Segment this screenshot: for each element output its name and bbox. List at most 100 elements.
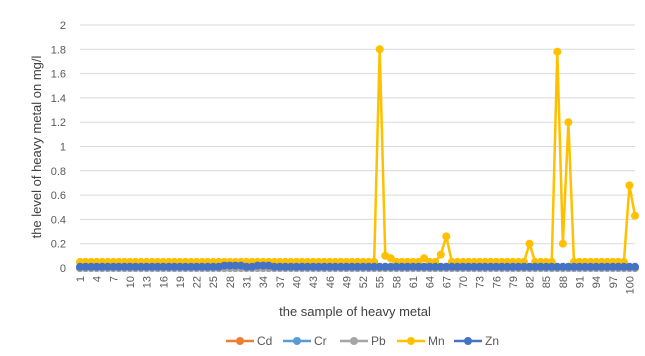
data-point — [436, 262, 445, 271]
data-point — [447, 262, 456, 271]
data-point — [153, 262, 162, 271]
data-point — [76, 262, 84, 271]
y-tick-label: 0.4 — [51, 214, 66, 226]
data-point — [531, 262, 540, 271]
x-tick-label: 70 — [458, 276, 470, 288]
legend-label: Mn — [428, 334, 445, 348]
x-tick-label: 37 — [275, 276, 287, 288]
x-tick-label: 61 — [408, 276, 420, 288]
x-tick-label: 100 — [624, 276, 636, 294]
legend-item-cd: Cd — [226, 334, 272, 348]
y-tick-label: 2 — [60, 20, 66, 32]
legend-item-zn: Zn — [454, 334, 499, 348]
data-point — [253, 261, 262, 270]
legend-label: Cr — [314, 334, 327, 348]
x-tick-label: 73 — [475, 276, 487, 288]
y-tick-label: 1.2 — [51, 117, 66, 129]
data-point — [303, 262, 312, 271]
legend-marker — [236, 337, 244, 345]
legend-marker — [293, 337, 301, 345]
data-point — [286, 262, 295, 271]
data-point — [142, 262, 151, 271]
data-point — [403, 262, 412, 271]
data-point — [220, 261, 229, 270]
data-point — [120, 262, 129, 271]
x-tick-label: 76 — [491, 276, 503, 288]
data-point — [103, 262, 112, 271]
data-point — [475, 262, 484, 271]
data-point — [281, 262, 290, 271]
data-point — [347, 262, 356, 271]
x-tick-label: 19 — [175, 276, 187, 288]
data-point — [114, 262, 123, 271]
data-point — [464, 262, 473, 271]
data-point — [192, 262, 201, 271]
data-point — [603, 262, 612, 271]
data-point — [525, 262, 534, 271]
y-axis-title: the level of heavy metal on mg/l — [29, 55, 44, 238]
data-point — [536, 262, 545, 271]
data-point — [619, 262, 628, 271]
legend-item-pb: Pb — [340, 334, 386, 348]
data-point — [320, 262, 329, 271]
data-point — [503, 262, 512, 271]
data-point — [270, 262, 279, 271]
data-point — [342, 262, 351, 271]
data-point — [520, 262, 528, 271]
data-point — [470, 262, 479, 271]
data-point — [431, 262, 440, 271]
x-tick-label: 31 — [242, 276, 254, 288]
x-tick-label: 97 — [608, 276, 620, 288]
legend-marker — [464, 337, 472, 345]
data-point — [375, 262, 384, 271]
legend-label: Cd — [257, 334, 272, 348]
data-point — [275, 262, 284, 271]
data-point — [137, 262, 146, 271]
data-point — [209, 262, 218, 271]
data-series — [76, 45, 639, 272]
data-point — [109, 262, 118, 271]
data-point — [414, 262, 423, 271]
data-point — [92, 262, 101, 271]
legend-marker — [407, 337, 415, 345]
data-point — [370, 262, 379, 271]
x-tick-label: 25 — [208, 276, 220, 288]
y-tick-label: 0 — [60, 263, 66, 275]
data-point — [148, 262, 157, 271]
data-point — [486, 262, 495, 271]
data-point — [436, 250, 445, 259]
data-point — [159, 262, 168, 271]
data-point — [525, 239, 534, 248]
x-axis-title: the sample of heavy metal — [279, 304, 431, 319]
legend-label: Pb — [371, 334, 386, 348]
data-point — [631, 211, 639, 220]
data-point — [492, 262, 501, 271]
data-point — [608, 262, 617, 271]
data-point — [331, 262, 340, 271]
x-tick-label: 1 — [75, 276, 87, 282]
data-point — [625, 262, 634, 271]
data-point — [187, 262, 195, 271]
x-tick-label: 10 — [125, 276, 137, 288]
data-point — [198, 262, 207, 271]
x-tick-label: 52 — [358, 276, 370, 288]
legend-item-mn: Mn — [397, 334, 445, 348]
data-point — [625, 181, 634, 190]
data-point — [170, 262, 179, 271]
data-point — [231, 261, 240, 270]
data-point — [481, 262, 490, 271]
y-tick-label: 0.6 — [51, 190, 66, 202]
legend-marker — [350, 337, 358, 345]
x-tick-label: 55 — [375, 276, 387, 288]
y-tick-label: 1.4 — [51, 93, 66, 105]
data-point — [81, 262, 90, 271]
data-point — [353, 262, 362, 271]
data-point — [392, 262, 401, 271]
data-point — [98, 262, 107, 271]
data-point — [558, 262, 567, 271]
x-tick-label: 91 — [575, 276, 587, 288]
data-point — [442, 262, 451, 271]
data-point — [125, 262, 134, 271]
data-point — [442, 232, 451, 241]
